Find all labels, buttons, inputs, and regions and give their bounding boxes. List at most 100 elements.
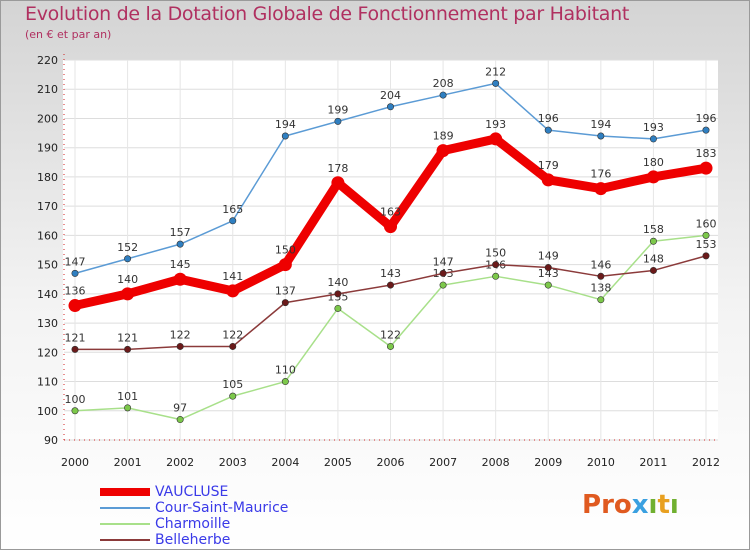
legend-swatch-vaucluse xyxy=(100,488,150,496)
x-tick-label: 2000 xyxy=(61,456,89,469)
data-label-charmoille: 138 xyxy=(590,282,611,295)
data-point-vaucluse xyxy=(384,220,397,234)
data-point-vaucluse xyxy=(121,287,135,301)
data-label-cour-saint-maurice: 194 xyxy=(590,118,611,131)
data-point-charmoille xyxy=(597,296,605,304)
data-label-cour-saint-maurice: 157 xyxy=(170,226,191,239)
data-label-cour-saint-maurice: 196 xyxy=(538,112,559,125)
data-label-belleherbe: 143 xyxy=(380,267,401,280)
data-point-belleherbe xyxy=(492,261,500,269)
data-point-cour-saint-maurice xyxy=(334,117,342,125)
data-point-belleherbe xyxy=(386,281,394,289)
chart-title: Evolution de la Dotation Globale de Fonc… xyxy=(25,3,630,25)
data-label-charmoille: 97 xyxy=(173,402,187,415)
data-label-belleherbe: 121 xyxy=(117,331,138,344)
data-point-charmoille xyxy=(229,392,237,400)
data-label-cour-saint-maurice: 165 xyxy=(222,203,243,216)
x-tick-label: 2010 xyxy=(587,456,615,469)
proxiti-logo: Proxıtı xyxy=(582,490,679,520)
data-point-vaucluse xyxy=(594,182,608,196)
data-label-vaucluse: 145 xyxy=(170,258,191,271)
logo-letter: P xyxy=(582,490,602,520)
data-label-vaucluse: 189 xyxy=(433,130,454,143)
logo-letter: ı xyxy=(648,490,658,520)
data-label-vaucluse: 150 xyxy=(275,244,296,257)
data-point-charmoille xyxy=(386,342,394,350)
data-label-cour-saint-maurice: 152 xyxy=(117,241,138,254)
y-tick-label: 170 xyxy=(37,200,58,213)
data-point-charmoille xyxy=(439,281,447,289)
data-point-charmoille xyxy=(334,304,342,312)
data-point-cour-saint-maurice xyxy=(597,132,605,140)
data-label-vaucluse: 179 xyxy=(538,159,559,172)
data-point-charmoille xyxy=(544,281,552,289)
legend-label-cour-saint-maurice: Cour-Saint-Maurice xyxy=(155,500,289,516)
data-point-vaucluse xyxy=(226,284,240,298)
data-point-belleherbe xyxy=(71,345,79,353)
legend-swatch-belleherbe xyxy=(100,539,150,541)
data-point-belleherbe xyxy=(439,269,447,277)
y-tick-label: 210 xyxy=(37,83,58,96)
x-tick-label: 2004 xyxy=(271,456,299,469)
logo-letter: r xyxy=(601,490,614,520)
data-point-cour-saint-maurice xyxy=(176,240,184,248)
data-point-vaucluse xyxy=(278,258,292,272)
data-label-vaucluse: 193 xyxy=(485,118,506,131)
data-label-vaucluse: 140 xyxy=(117,273,138,286)
data-point-belleherbe xyxy=(649,266,657,274)
data-point-cour-saint-maurice xyxy=(124,255,132,263)
legend-label-belleherbe: Belleherbe xyxy=(155,532,231,548)
data-label-belleherbe: 140 xyxy=(327,276,348,289)
data-label-belleherbe: 150 xyxy=(485,247,506,260)
data-point-cour-saint-maurice xyxy=(71,269,79,277)
data-point-vaucluse xyxy=(646,170,660,184)
y-tick-label: 160 xyxy=(37,229,58,242)
y-tick-label: 190 xyxy=(37,142,58,155)
chart-subtitle: (en € et par an) xyxy=(25,28,112,41)
data-point-belleherbe xyxy=(334,290,342,298)
data-label-belleherbe: 121 xyxy=(65,331,86,344)
data-point-charmoille xyxy=(176,416,184,424)
y-tick-label: 150 xyxy=(37,259,58,272)
data-label-vaucluse: 183 xyxy=(696,147,717,160)
data-point-belleherbe xyxy=(229,342,237,350)
logo-letter: o xyxy=(613,490,632,520)
data-point-vaucluse xyxy=(541,173,555,187)
legend-label-vaucluse: VAUCLUSE xyxy=(155,484,229,500)
data-point-belleherbe xyxy=(702,252,710,260)
data-label-cour-saint-maurice: 193 xyxy=(643,121,664,134)
logo-letter: t xyxy=(657,490,670,520)
data-point-belleherbe xyxy=(176,342,184,350)
data-point-cour-saint-maurice xyxy=(439,91,447,99)
x-tick-label: 2001 xyxy=(114,456,142,469)
legend-label-charmoille: Charmoille xyxy=(155,516,231,532)
data-label-vaucluse: 141 xyxy=(222,270,243,283)
y-tick-label: 90 xyxy=(44,434,58,447)
data-label-charmoille: 160 xyxy=(696,217,717,230)
data-label-charmoille: 100 xyxy=(65,393,86,406)
data-label-belleherbe: 122 xyxy=(222,328,243,341)
data-point-belleherbe xyxy=(124,345,132,353)
data-label-belleherbe: 153 xyxy=(696,238,717,251)
data-label-charmoille: 110 xyxy=(275,364,296,377)
data-label-cour-saint-maurice: 204 xyxy=(380,89,401,102)
data-label-charmoille: 105 xyxy=(222,378,243,391)
y-tick-label: 130 xyxy=(37,317,58,330)
data-label-vaucluse: 178 xyxy=(327,162,348,175)
data-point-vaucluse xyxy=(173,272,187,286)
data-label-belleherbe: 137 xyxy=(275,285,296,298)
data-point-cour-saint-maurice xyxy=(702,126,710,134)
data-point-charmoille xyxy=(492,272,500,280)
data-point-vaucluse xyxy=(699,161,713,175)
data-point-cour-saint-maurice xyxy=(649,135,657,143)
data-point-belleherbe xyxy=(544,264,552,272)
data-label-belleherbe: 148 xyxy=(643,252,664,265)
data-point-charmoille xyxy=(124,404,132,412)
data-point-charmoille xyxy=(702,231,710,239)
data-point-cour-saint-maurice xyxy=(544,126,552,134)
x-tick-label: 2002 xyxy=(166,456,194,469)
data-label-cour-saint-maurice: 194 xyxy=(275,118,296,131)
data-point-vaucluse xyxy=(68,299,82,313)
data-label-cour-saint-maurice: 147 xyxy=(65,255,86,268)
data-label-belleherbe: 122 xyxy=(170,328,191,341)
